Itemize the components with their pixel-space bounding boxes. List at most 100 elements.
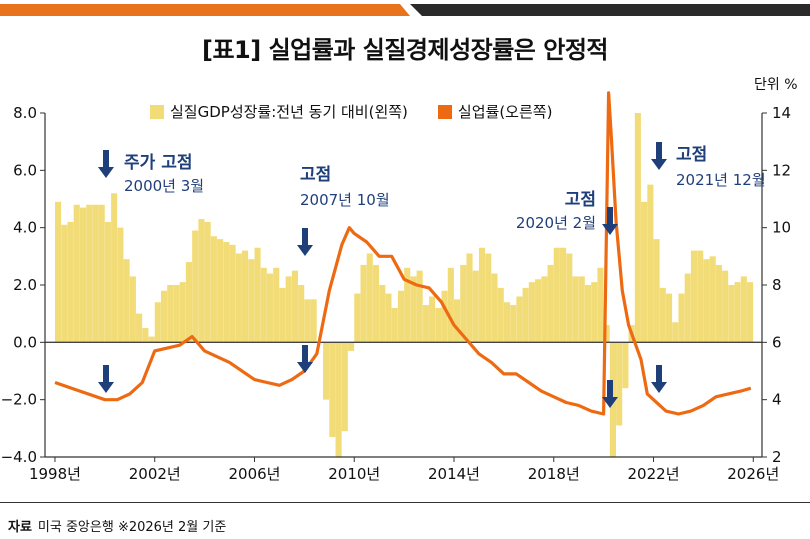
gdp-bar [503,302,510,343]
gdp-bar [192,230,199,343]
legend-swatch-unemployment [437,104,452,119]
gdp-bar [79,207,87,343]
annotation-heading: 고점 [564,190,596,210]
gdp-bar [672,322,679,343]
x-tick-label: 2002년 [129,465,181,483]
gdp-bar [304,299,311,343]
gdp-bar [454,299,461,343]
gdp-bar [703,259,710,343]
left-tick-label: −2.0 [1,391,37,409]
unit-label: 단위 % [754,77,798,93]
down-arrow-icon [297,345,313,373]
gdp-bar [485,253,492,343]
annotation-date: 2021년 12월 [676,171,766,189]
x-tick-label: 2010년 [328,465,380,483]
gdp-bar [397,290,404,343]
gdp-bar [354,293,361,343]
gdp-bar [722,270,729,343]
chart-title: [표1] 실업률과 실질경제성장률은 안정적 [202,36,608,64]
down-arrow-icon [297,228,313,256]
gdp-bar [516,296,523,343]
right-tick-label: 2 [772,448,782,466]
gdp-bar [136,313,143,343]
right-tick-label: 10 [772,219,791,237]
gdp-bar [223,242,230,343]
gdp-bar [254,247,261,343]
gdp-bar [86,204,93,343]
top-accent-bar [0,4,810,16]
gdp-bar [235,253,242,343]
gdp-bar [441,290,448,343]
gdp-bar [341,342,348,432]
gdp-bar [709,256,716,343]
gdp-bar [435,307,442,343]
gdp-bar [123,259,130,343]
gdp-bar [323,342,330,400]
left-tick-label: −4.0 [1,448,37,466]
gdp-bar [279,287,286,343]
gdp-bar [117,227,124,343]
down-arrow-icon [602,380,618,408]
source-note: 자료 미국 중앙은행 ※2026년 2월 기준 [8,516,226,535]
annotation-heading: 고점 [300,165,332,185]
gdp-bar [173,285,180,343]
legend-label-gdp: 실질GDP성장률:전년 동기 대비(왼쪽) [170,103,408,121]
gdp-bar [210,236,217,343]
gdp-bar [429,296,436,343]
gdp-bar [597,267,604,343]
gdp-bar [379,285,386,343]
down-arrow-icon [98,365,114,393]
left-tick-label: 4.0 [13,219,37,237]
down-arrow-icon [602,207,618,235]
gdp-bar [422,305,429,343]
gdp-bar [747,282,754,343]
gdp-bar [385,293,392,343]
annotation-2007: 고점 2007년 10월 [300,160,390,210]
gdp-bar [559,247,567,343]
x-tick-label: 1998년 [29,465,81,483]
gdp-bar [167,285,174,343]
gdp-bar [572,276,579,343]
gdp-bar [416,270,423,343]
gdp-bar [678,293,685,343]
gdp-bar [204,221,211,343]
gdp-bar [104,221,111,343]
gdp-bar [242,250,249,343]
footer-divider [0,502,810,503]
gdp-bar [54,201,62,343]
gdp-bar [690,250,698,343]
annotation-date: 2000년 3월 [124,177,205,195]
right-tick-label: 6 [772,333,782,351]
left-tick-label: 0.0 [13,333,37,351]
gdp-bar [291,270,299,343]
gdp-bar [466,253,473,343]
gdp-bar [260,267,267,343]
right-tick-label: 12 [772,161,791,179]
legend: 실질GDP성장률:전년 동기 대비(왼쪽) 실업률(오른쪽) [150,101,552,122]
gdp-bar [273,267,280,343]
annotation-date: 2020년 2월 [515,214,596,232]
gdp-bar [372,264,380,343]
gdp-bar [111,193,118,343]
gdp-bar [547,264,554,343]
gdp-bar [460,264,467,343]
gdp-bar [553,247,560,343]
gdp-bar [472,270,479,343]
chart-area: −4.0 −2.0 0.0 2.0 4.0 6.0 8.0 2 4 6 8 10 12 14 1998년 20… [1,91,791,483]
gdp-bar [478,247,486,343]
x-tick-label: 2006년 [228,465,280,483]
gdp-bar [665,293,673,343]
gdp-bar [528,282,535,343]
source-text: 미국 중앙은행 ※2026년 2월 기준 [37,520,227,535]
gdp-bar [404,267,411,343]
gdp-bar [73,204,80,343]
gdp-bar [522,287,529,343]
gdp-bar [740,276,747,343]
gdp-bar [728,285,735,343]
gdp-bar [142,328,149,343]
left-tick-label: 8.0 [13,104,37,122]
gdp-bar [310,299,317,343]
gdp-bar [603,325,610,343]
gdp-bar [61,224,68,343]
gdp-bar [541,276,548,343]
